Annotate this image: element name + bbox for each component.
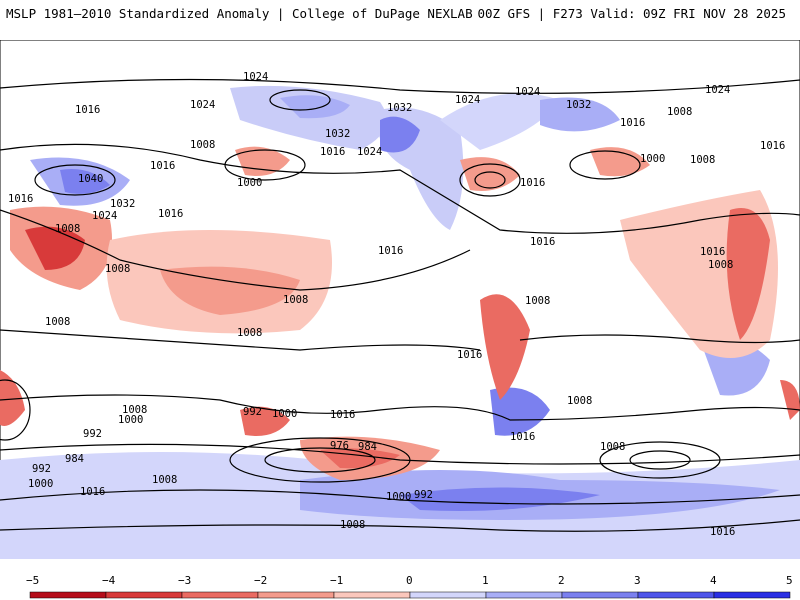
isobar-label: 1024 — [515, 86, 540, 98]
colorbar-labels: −5 −4 −3 −2 −1 0 1 2 3 4 5 — [26, 574, 793, 587]
isobar-label: 1016 — [320, 146, 345, 158]
isobar-label: 992 — [83, 428, 102, 440]
isobar-lines — [0, 78, 800, 532]
colorbar-swatch — [713, 591, 791, 599]
isobar-label: 1016 — [457, 349, 482, 361]
isobar-label: 1008 — [690, 154, 715, 166]
isobar-label: 1008 — [283, 294, 308, 306]
isobar-label: 984 — [65, 453, 84, 465]
colorbar-label: −3 — [178, 574, 191, 587]
isobar-label: 1008 — [122, 404, 147, 416]
isobar-label: 1032 — [566, 99, 591, 111]
colorbar-swatches — [29, 591, 791, 599]
isobar-labels: 1024 1016 1024 1032 1024 1024 1032 1024 … — [8, 71, 785, 538]
colorbar-swatch — [29, 591, 107, 599]
isobar-label: 1000 — [640, 153, 665, 165]
colorbar-swatch — [637, 591, 715, 599]
isobar-label: 1024 — [190, 99, 215, 111]
colorbar-swatch — [409, 591, 487, 599]
colorbar-label: 0 — [406, 574, 413, 587]
colorbar-swatch — [485, 591, 563, 599]
isobar-label: 1008 — [525, 295, 550, 307]
positive-anomaly-regions — [0, 85, 800, 559]
isobar-label: 1008 — [340, 519, 365, 531]
negative-anomaly-regions — [0, 146, 800, 480]
isobar-label: 1016 — [710, 526, 735, 538]
isobar-label: 976 — [330, 440, 349, 452]
isobar-label: 1000 — [386, 491, 411, 503]
isobar-label: 1016 — [75, 104, 100, 116]
isobar-label: 1024 — [455, 94, 480, 106]
isobar-label: 1016 — [620, 117, 645, 129]
colorbar-label: 4 — [710, 574, 717, 587]
isobar-label: 1008 — [667, 106, 692, 118]
isobar-label: 1024 — [92, 210, 117, 222]
colorbar-swatch — [181, 591, 259, 599]
isobar-label: 1000 — [237, 177, 262, 189]
isobar-label: 1000 — [272, 408, 297, 420]
isobar-label: 1024 — [243, 71, 268, 83]
isobar-label: 1008 — [190, 139, 215, 151]
colorbar-label: −2 — [254, 574, 267, 587]
isobar-label: 1000 — [118, 414, 143, 426]
isobar-label: 1016 — [150, 160, 175, 172]
colorbar-swatch — [333, 591, 411, 599]
isobar-label: 1008 — [708, 259, 733, 271]
isobar-label: 984 — [358, 441, 377, 453]
isobar-label: 1032 — [110, 198, 135, 210]
isobar-label: 1016 — [80, 486, 105, 498]
isobar-label: 992 — [32, 463, 51, 475]
isobar-label: 1016 — [700, 246, 725, 258]
colorbar-swatch — [105, 591, 183, 599]
colorbar-label: 5 — [786, 574, 793, 587]
isobar-label: 1016 — [530, 236, 555, 248]
isobar-label: 1008 — [105, 263, 130, 275]
isobar-label: 1016 — [330, 409, 355, 421]
model-run-label: 00Z GFS | F273 Valid: 09Z FRI NOV 28 202… — [477, 6, 786, 21]
colorbar-label: 1 — [482, 574, 489, 587]
isobar-label: 1008 — [237, 327, 262, 339]
isobar-label: 992 — [243, 406, 262, 418]
isobar-label: 1008 — [45, 316, 70, 328]
isobar-label: 1024 — [357, 146, 382, 158]
anomaly-colorbar: −5 −4 −3 −2 −1 0 1 2 3 4 5 — [26, 574, 793, 599]
colorbar-label: −5 — [26, 574, 39, 587]
isobar-label: 1016 — [8, 193, 33, 205]
isobar-label: 1032 — [387, 102, 412, 114]
colorbar-label: 3 — [634, 574, 641, 587]
isobar-label: 1016 — [760, 140, 785, 152]
colorbar-label: −1 — [330, 574, 343, 587]
isobar-label: 1016 — [520, 177, 545, 189]
isobar-label: 1016 — [378, 245, 403, 257]
isobar-label: 1032 — [325, 128, 350, 140]
isobar-label: 1040 — [78, 173, 103, 185]
isobar-label: 1008 — [567, 395, 592, 407]
colorbar-label: −4 — [102, 574, 116, 587]
colorbar-swatch — [561, 591, 639, 599]
isobar-label: 992 — [414, 489, 433, 501]
isobar-label: 1016 — [158, 208, 183, 220]
isobar-label: 1008 — [600, 441, 625, 453]
isobar-label: 1024 — [705, 84, 730, 96]
colorbar-swatch — [257, 591, 335, 599]
map-title: MSLP 1981–2010 Standardized Anomaly | Co… — [6, 6, 473, 21]
colorbar-label: 2 — [558, 574, 565, 587]
isobar-label: 1016 — [510, 431, 535, 443]
isobar-label: 1000 — [28, 478, 53, 490]
isobar-label: 1008 — [55, 223, 80, 235]
isobar-label: 1008 — [152, 474, 177, 486]
anomaly-map: 1024 1016 1024 1032 1024 1024 1032 1024 … — [0, 40, 800, 559]
